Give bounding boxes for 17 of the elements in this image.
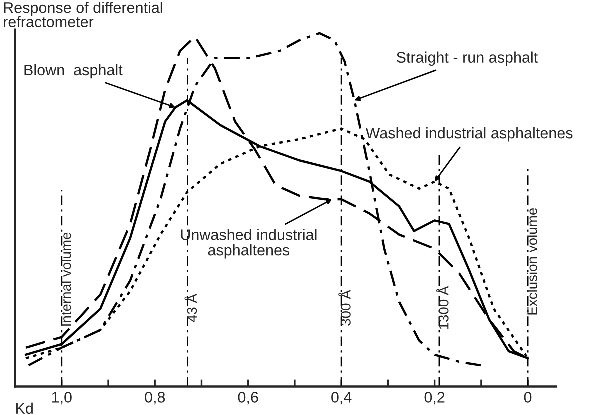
x-axis-title: Kd (16, 402, 33, 414)
x-tick-label: 0,6 (238, 392, 258, 405)
ref-line-label: 300 Å (338, 290, 351, 326)
annotation: Unwashed industrial asphaltenes (181, 229, 317, 259)
x-tick-label: 0 (524, 392, 532, 403)
ref-line-label: 43 Å (184, 294, 198, 322)
annotation: Blown asphalt (24, 64, 123, 79)
ref-line-label: 1300 Å (436, 286, 449, 330)
x-tick-label: 0,2 (424, 392, 445, 405)
x-tick-label: 1,0 (52, 392, 72, 405)
annotation: Washed industrial asphaltenes (366, 127, 573, 142)
annotation: Straight - run asphalt (396, 52, 538, 66)
ref-line-label: Internal volume (61, 232, 72, 326)
ref-line-label: Exclusion volume (527, 208, 538, 315)
x-tick-label: 0,4 (332, 392, 352, 405)
y-axis-title: Response of differential refractometer (4, 2, 162, 28)
x-tick-label: 0,8 (145, 392, 166, 405)
